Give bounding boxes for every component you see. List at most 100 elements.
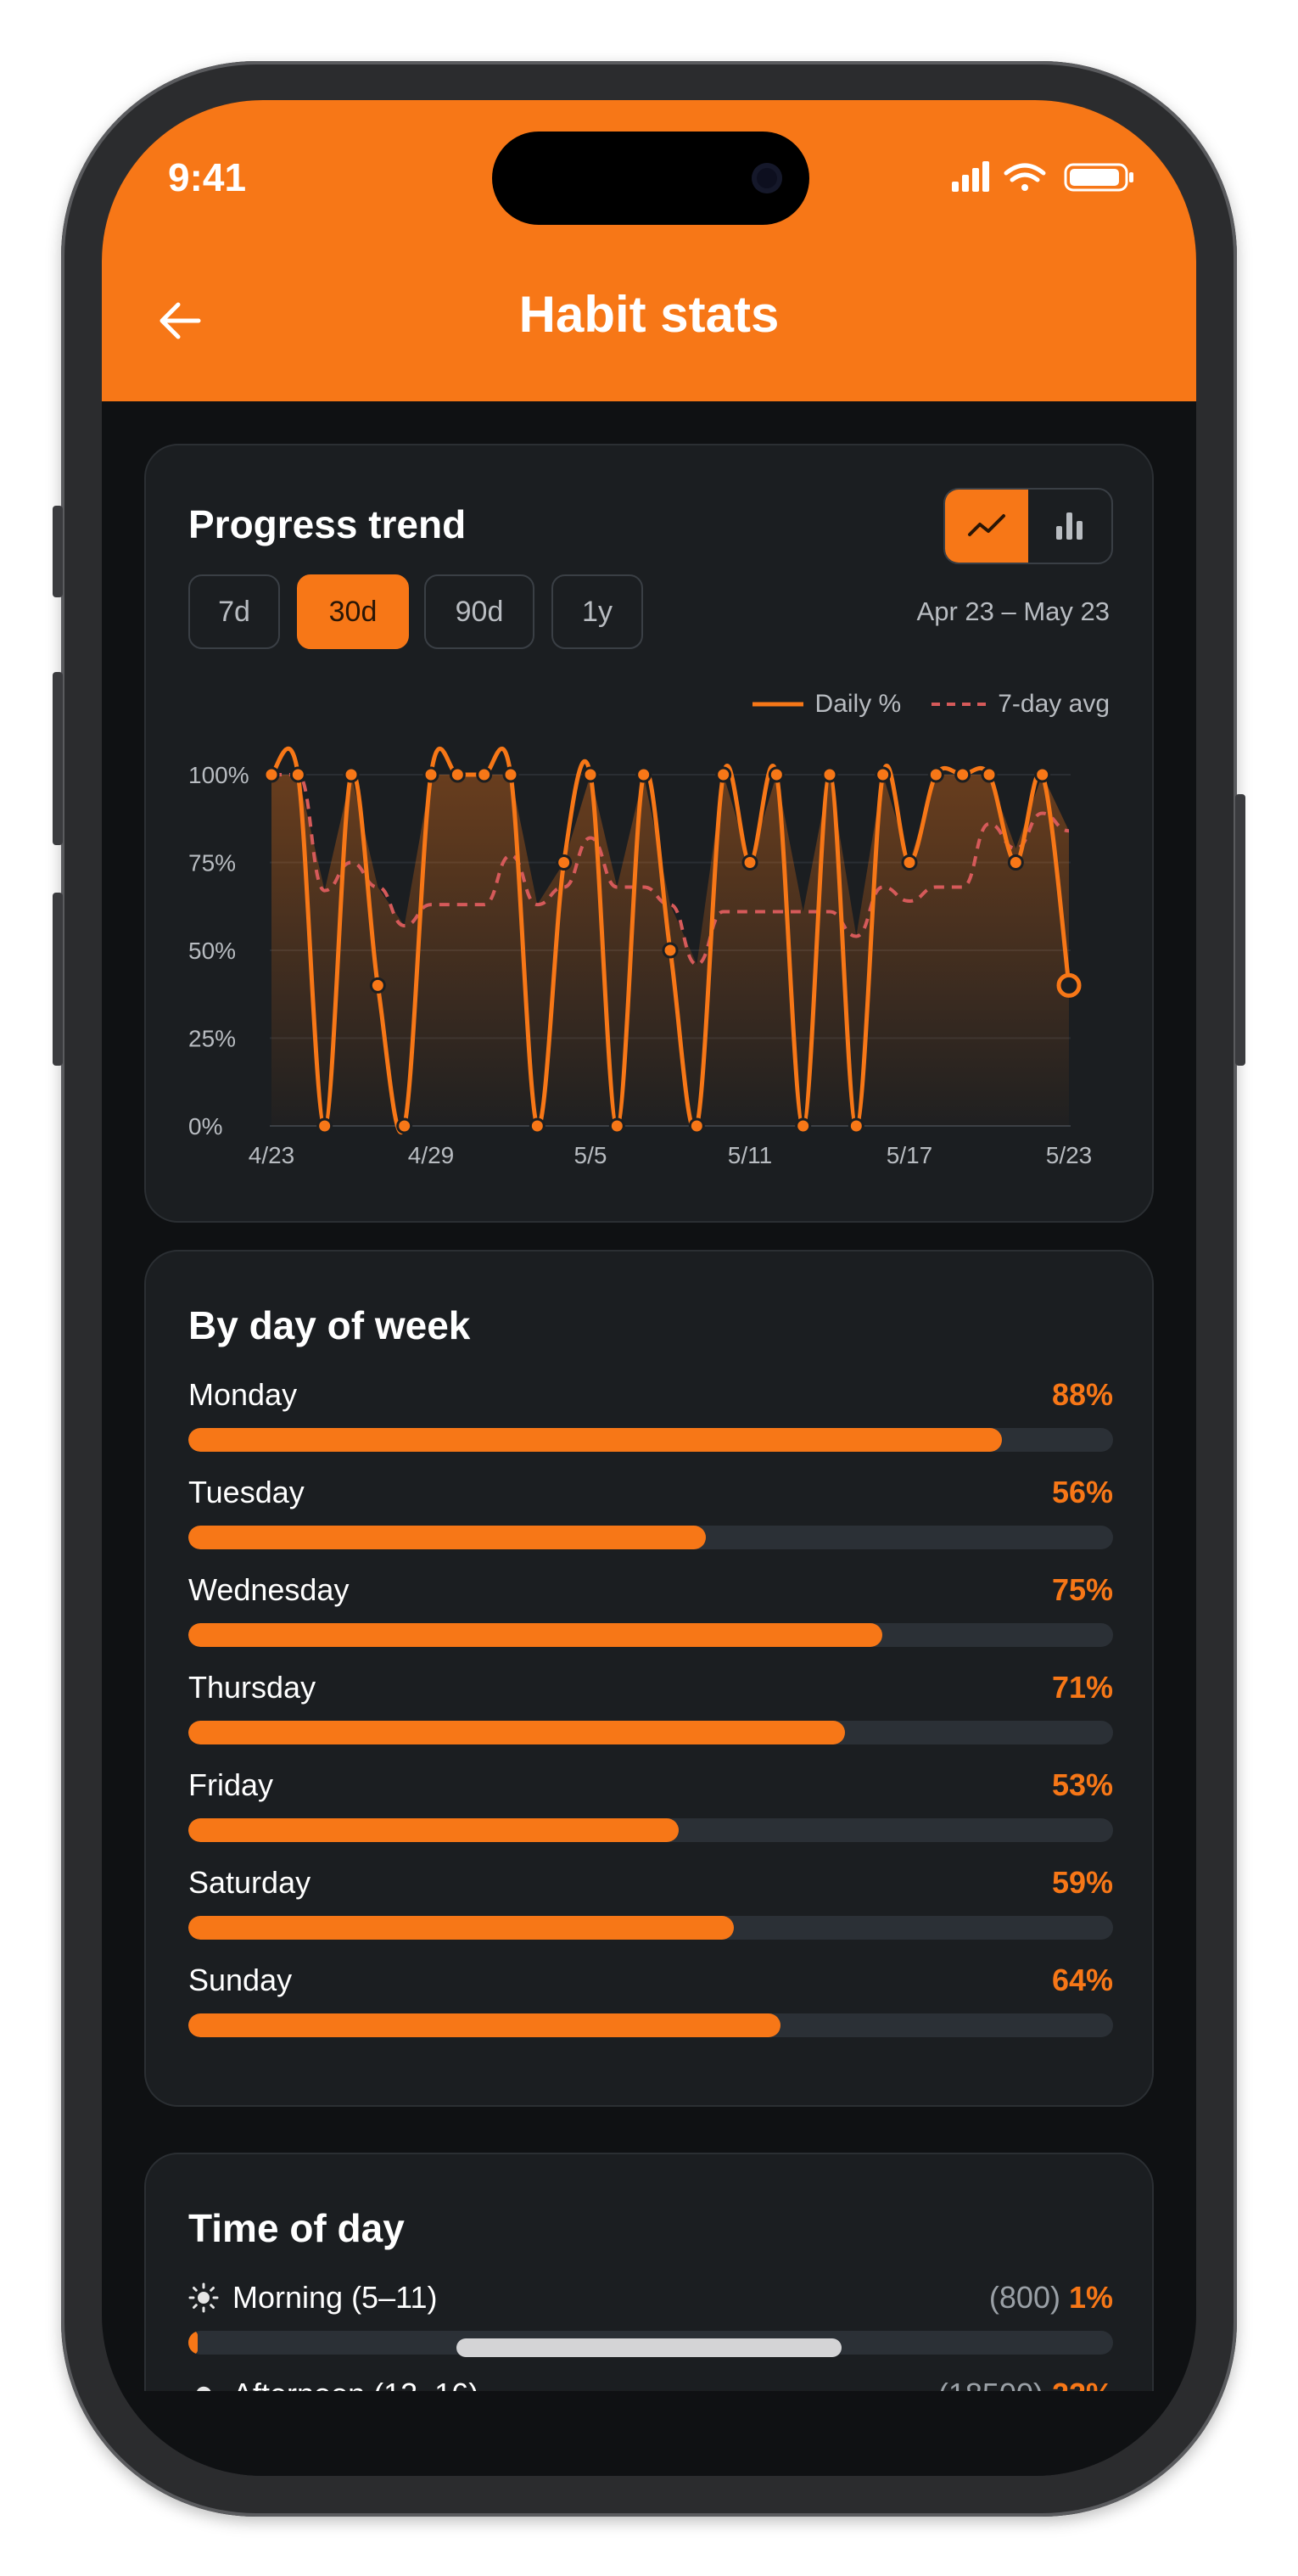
legend-label-avg: 7-day avg — [998, 690, 1110, 718]
day-percent: 71% — [1051, 1670, 1113, 1705]
card-title: Progress trend — [188, 502, 467, 546]
card-title: By day of week — [188, 1303, 471, 1347]
day-bar-fill — [188, 1623, 882, 1647]
y-tick-label: 100% — [188, 762, 249, 788]
app-bar: 9:41 — [102, 100, 1196, 401]
cellular-signal-icon — [952, 161, 989, 192]
data-point — [635, 766, 652, 783]
range-chip-30d[interactable]: 30d — [297, 574, 409, 649]
day-bar-track — [188, 1721, 1113, 1744]
data-point — [981, 766, 998, 783]
x-tick-label: 5/17 — [887, 1142, 933, 1168]
time-of-day-bar-fill — [188, 2331, 198, 2355]
time-of-day-percent: 1% — [1068, 2280, 1113, 2315]
data-point — [422, 766, 439, 783]
day-label: Friday — [188, 1767, 274, 1802]
camera-icon — [752, 163, 782, 193]
day-label: Thursday — [188, 1670, 316, 1705]
data-point — [927, 766, 944, 783]
action-button — [53, 506, 63, 597]
data-point — [476, 766, 493, 783]
day-bar-track — [188, 1526, 1113, 1549]
volume-down-button — [53, 893, 63, 1066]
data-point — [289, 766, 306, 783]
day-percent: 75% — [1051, 1572, 1113, 1607]
progress-line-chart: 0% 25% 50% 75% 100% 4/23 4/29 5/5 5/11 5/17 5/23 — [188, 746, 1092, 1168]
bar-chart-toggle[interactable] — [1028, 490, 1111, 563]
legend-item-daily: Daily % — [752, 690, 902, 719]
data-point — [582, 766, 599, 783]
day-bar-track — [188, 1818, 1113, 1842]
line-chart-icon — [968, 514, 1005, 536]
y-tick-label: 0% — [188, 1113, 222, 1140]
data-point — [715, 766, 732, 783]
progress-trend-card: Progress trend 7d 30d 90d 1y — [144, 444, 1154, 1223]
x-tick-label: 4/23 — [249, 1142, 295, 1168]
data-point — [1034, 766, 1051, 783]
data-point — [502, 766, 519, 783]
day-bar-fill — [188, 1526, 707, 1549]
card-title: Time of day — [188, 2206, 405, 2250]
status-time: 9:41 — [168, 155, 247, 199]
day-bar-fill — [188, 2013, 780, 2037]
data-point — [741, 854, 758, 871]
status-icons — [952, 160, 1139, 193]
day-percent: 64% — [1051, 1963, 1113, 1997]
battery-icon — [1064, 163, 1133, 192]
data-point — [343, 766, 360, 783]
wifi-icon — [1004, 163, 1046, 191]
series-line-daily — [269, 746, 1071, 1135]
day-label: Sunday — [188, 1963, 293, 1997]
bottom-bar-background — [102, 2391, 1196, 2476]
data-point — [954, 766, 971, 783]
content-scroll[interactable]: Progress trend 7d 30d 90d 1y — [102, 401, 1196, 2476]
page-title: Habit stats — [518, 286, 780, 343]
data-point — [821, 766, 838, 783]
data-point — [556, 854, 573, 871]
day-bar-track — [188, 1916, 1113, 1940]
time-of-day-count: (800) — [988, 2280, 1060, 2315]
day-label: Monday — [188, 1377, 298, 1412]
data-point — [529, 1117, 545, 1134]
range-chip-1y[interactable]: 1y — [551, 574, 643, 649]
y-tick-label: 25% — [188, 1026, 236, 1052]
day-bar-fill — [188, 1721, 845, 1744]
line-chart-toggle[interactable] — [945, 490, 1028, 563]
day-bar-fill — [188, 1428, 1003, 1452]
data-point — [1007, 854, 1024, 871]
day-bar-track — [188, 2013, 1113, 2037]
power-button — [1235, 794, 1245, 1066]
day-percent: 59% — [1051, 1865, 1113, 1900]
x-tick-label: 5/5 — [574, 1142, 607, 1168]
data-point — [316, 1117, 333, 1134]
screen: 9:41 — [102, 100, 1196, 2476]
day-percent: 56% — [1051, 1475, 1113, 1509]
data-point — [768, 766, 785, 783]
day-bar-track — [188, 1428, 1113, 1452]
sun-icon — [188, 2282, 219, 2313]
chart-type-toggle — [943, 488, 1113, 564]
volume-up-button — [53, 672, 63, 845]
day-row: Saturday 59% — [188, 1865, 1113, 1950]
day-row: Friday 53% — [188, 1767, 1113, 1852]
date-range: Apr 23 – May 23 — [916, 596, 1110, 626]
data-point — [369, 977, 386, 994]
day-percent: 88% — [1051, 1377, 1113, 1412]
y-tick-label: 75% — [188, 850, 236, 876]
chart-legend: Daily % 7-day avg — [752, 690, 1110, 719]
data-point — [688, 1117, 705, 1134]
data-point — [875, 766, 892, 783]
home-indicator[interactable] — [456, 2338, 842, 2357]
data-point — [1056, 972, 1082, 998]
legend-label-daily: Daily % — [814, 690, 902, 718]
day-label: Saturday — [188, 1865, 311, 1900]
bar-chart-icon — [1056, 512, 1083, 540]
x-tick-label: 5/11 — [728, 1142, 772, 1168]
day-of-week-card: By day of week Monday 88% Tuesday 56% Wednes… — [144, 1250, 1154, 2107]
day-percent: 53% — [1051, 1767, 1113, 1802]
data-point — [608, 1117, 625, 1134]
data-point — [901, 854, 918, 871]
back-button[interactable] — [146, 287, 214, 355]
range-chip-7d[interactable]: 7d — [188, 574, 280, 649]
range-chip-90d[interactable]: 90d — [424, 574, 534, 649]
